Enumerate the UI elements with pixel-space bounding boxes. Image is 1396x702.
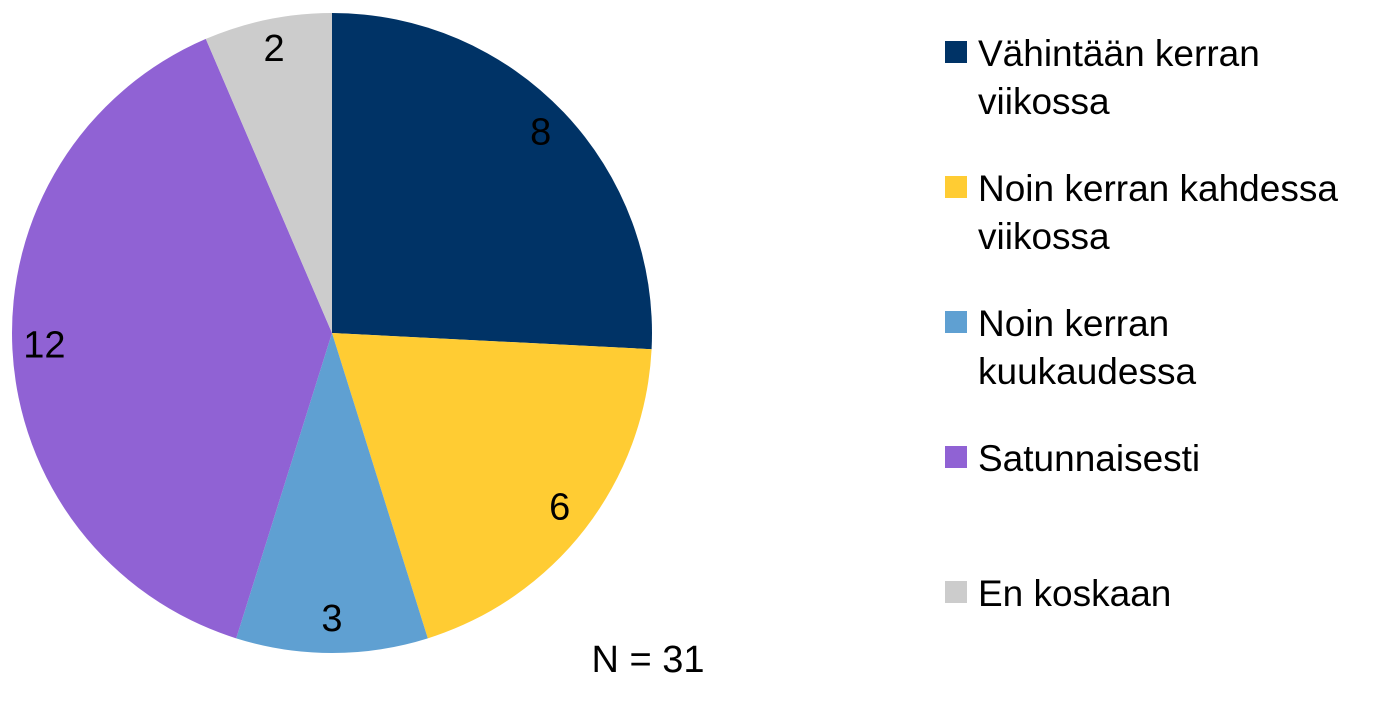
pie-slice bbox=[332, 333, 652, 639]
data-label: 3 bbox=[321, 598, 342, 640]
data-label: 8 bbox=[530, 112, 551, 154]
pie-slice bbox=[332, 13, 652, 350]
data-label: 6 bbox=[549, 486, 570, 528]
legend-label: Noin kerran kuukaudessa bbox=[978, 303, 1197, 392]
legend-swatch bbox=[945, 176, 967, 198]
legend-swatch bbox=[945, 446, 967, 468]
legend-label: Noin kerran kahdessa viikossa bbox=[978, 168, 1338, 257]
pie-slice bbox=[11, 38, 332, 639]
pie-slice bbox=[205, 13, 332, 333]
data-label: 12 bbox=[23, 325, 65, 367]
legend-item: Noin kerran kahdessa viikossa bbox=[945, 165, 1395, 261]
data-label: 2 bbox=[263, 28, 284, 70]
legend-swatch bbox=[945, 311, 967, 333]
pie-slice bbox=[236, 333, 428, 653]
legend-swatch bbox=[945, 41, 967, 63]
legend-label: Satunnaisesti bbox=[978, 438, 1201, 479]
legend-label: Vähintään kerran viikossa bbox=[978, 33, 1260, 122]
legend-item: Satunnaisesti bbox=[945, 435, 1395, 483]
legend-item: Vähintään kerran viikossa bbox=[945, 30, 1395, 126]
legend-swatch bbox=[945, 581, 967, 603]
annotation: N = 31 bbox=[591, 639, 704, 681]
legend-item: En koskaan bbox=[945, 570, 1395, 618]
legend-item: Noin kerran kuukaudessa bbox=[945, 300, 1395, 396]
legend-label: En koskaan bbox=[978, 573, 1172, 614]
